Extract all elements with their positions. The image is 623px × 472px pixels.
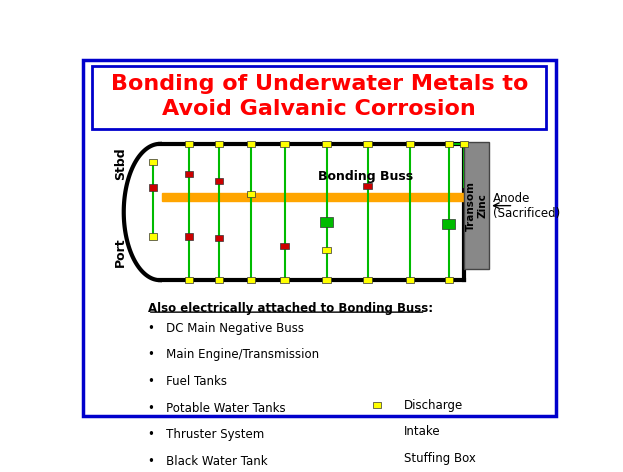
Text: Stuffing Box: Stuffing Box (404, 452, 475, 465)
Bar (149, 185, 157, 191)
Bar (280, 277, 288, 283)
Bar (247, 277, 255, 283)
Bar (445, 277, 453, 283)
Bar (215, 235, 224, 242)
Bar (464, 142, 489, 269)
Bar (185, 277, 193, 283)
Text: Stbd: Stbd (114, 147, 127, 180)
Bar (280, 141, 288, 147)
Bar (185, 141, 193, 147)
Bar (280, 243, 288, 249)
Text: •   DC Main Negative Buss: • DC Main Negative Buss (148, 322, 304, 335)
FancyBboxPatch shape (92, 66, 546, 129)
Bar (460, 141, 468, 147)
Bar (163, 193, 464, 201)
Bar (215, 141, 224, 147)
Bar (363, 141, 372, 147)
Bar (215, 277, 224, 283)
FancyBboxPatch shape (83, 60, 556, 416)
Bar (323, 277, 331, 283)
Bar (406, 277, 414, 283)
Text: Bonding Buss: Bonding Buss (318, 170, 412, 183)
Bar (363, 277, 372, 283)
Text: •   Potable Water Tanks: • Potable Water Tanks (148, 402, 285, 414)
Bar (323, 141, 331, 147)
Text: Anode
(Sacrificed): Anode (Sacrificed) (493, 192, 560, 219)
Text: •   Thruster System: • Thruster System (148, 428, 264, 441)
Bar (247, 141, 255, 147)
Text: Intake: Intake (404, 425, 440, 438)
Text: Transom
Zinc: Transom Zinc (466, 181, 487, 231)
Text: Bonding of Underwater Metals to: Bonding of Underwater Metals to (111, 74, 528, 94)
Bar (185, 170, 193, 177)
Text: •   Black Water Tank: • Black Water Tank (148, 455, 267, 468)
Bar (320, 217, 333, 227)
Bar (373, 455, 381, 461)
Bar (363, 183, 372, 189)
Bar (442, 219, 455, 228)
Text: •   Main Engine/Transmission: • Main Engine/Transmission (148, 348, 319, 362)
Bar (247, 191, 255, 197)
Text: Discharge: Discharge (404, 399, 463, 412)
Bar (185, 234, 193, 240)
Text: Port: Port (114, 238, 127, 268)
Text: •   Fuel Tanks: • Fuel Tanks (148, 375, 227, 388)
Bar (373, 429, 381, 435)
Text: Avoid Galvanic Corrosion: Avoid Galvanic Corrosion (163, 99, 476, 119)
Bar (373, 402, 381, 408)
Bar (445, 141, 453, 147)
Text: Also electrically attached to Bonding Buss:: Also electrically attached to Bonding Bu… (148, 302, 433, 315)
Bar (149, 159, 157, 165)
Bar (149, 234, 157, 240)
Bar (406, 141, 414, 147)
Bar (323, 247, 331, 253)
Bar (215, 178, 224, 184)
